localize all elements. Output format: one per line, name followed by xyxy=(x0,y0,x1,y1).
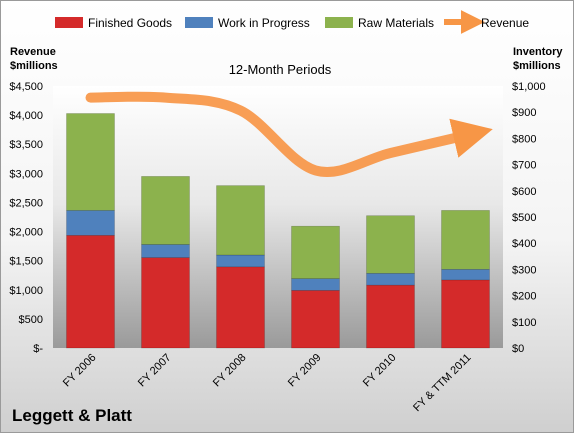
bar-raw-materials xyxy=(366,215,415,274)
left-tick-label: $3,500 xyxy=(9,139,43,151)
right-tick-label: $1,000 xyxy=(512,81,546,93)
legend-label-revenue: Revenue xyxy=(481,16,529,30)
right-axis-title-line2: $millions xyxy=(513,60,561,72)
legend: Finished Goods Work in Progress Raw Mate… xyxy=(55,10,529,34)
bar-raw-materials xyxy=(216,185,265,256)
bar-finished-goods xyxy=(216,266,265,349)
right-tick-label: $100 xyxy=(512,317,536,329)
right-tick-label: $600 xyxy=(512,186,536,198)
legend-swatch-raw-materials xyxy=(325,17,353,28)
left-tick-label: $- xyxy=(33,343,43,355)
bar-finished-goods xyxy=(66,235,115,349)
legend-label-work-in-progress: Work in Progress xyxy=(218,16,310,30)
bar-work-in-progress xyxy=(366,272,415,286)
legend-label-raw-materials: Raw Materials xyxy=(358,16,434,30)
bar-work-in-progress xyxy=(141,244,190,258)
left-axis-title-line1: Revenue xyxy=(10,46,56,58)
bar-layer xyxy=(66,113,490,349)
right-axis-ticks: $0 $100 $200 $300 $400 $500 $600 $700 $800 $900 $1… xyxy=(512,81,546,355)
right-tick-label: $400 xyxy=(512,238,536,250)
bar-raw-materials xyxy=(291,225,340,279)
right-tick-label: $500 xyxy=(512,212,536,224)
left-tick-label: $4,500 xyxy=(9,81,43,93)
left-tick-label: $500 xyxy=(19,314,43,326)
bar-raw-materials xyxy=(441,210,490,270)
revenue-line xyxy=(85,91,493,177)
left-axis-ticks: $- $500 $1,000 $1,500 $2,000 $2,500 $3,000 $3,5… xyxy=(9,81,43,355)
right-tick-label: $300 xyxy=(512,264,536,276)
right-tick-label: $800 xyxy=(512,133,536,145)
left-tick-label: $1,500 xyxy=(9,256,43,268)
bar-raw-materials xyxy=(66,113,115,211)
legend-swatch-work-in-progress xyxy=(185,17,213,28)
revenue-line-layer xyxy=(85,91,493,177)
bar-work-in-progress xyxy=(216,254,265,268)
left-tick-label: $4,000 xyxy=(9,110,43,122)
right-axis-title-line1: Inventory xyxy=(513,46,563,58)
right-tick-label: $200 xyxy=(512,291,536,303)
bar-work-in-progress xyxy=(441,269,490,281)
bar-finished-goods xyxy=(291,290,340,349)
left-tick-label: $2,000 xyxy=(9,227,43,239)
bar-raw-materials xyxy=(141,176,190,245)
chart-subtitle: 12-Month Periods xyxy=(229,62,332,77)
bar-work-in-progress xyxy=(66,210,115,236)
left-tick-label: $2,500 xyxy=(9,197,43,209)
right-tick-label: $700 xyxy=(512,160,536,172)
legend-label-finished-goods: Finished Goods xyxy=(88,16,172,30)
bar-finished-goods xyxy=(441,279,490,349)
right-tick-label: $0 xyxy=(512,343,524,355)
left-axis-title-line2: $millions xyxy=(10,60,58,72)
left-tick-label: $1,000 xyxy=(9,285,43,297)
legend-swatch-finished-goods xyxy=(55,17,83,28)
left-tick-label: $3,000 xyxy=(9,168,43,180)
plot-area xyxy=(53,86,503,348)
right-tick-label: $900 xyxy=(512,107,536,119)
bar-finished-goods xyxy=(141,257,190,349)
bar-work-in-progress xyxy=(291,278,340,291)
bar-finished-goods xyxy=(366,284,415,349)
company-name: Leggett & Platt xyxy=(12,406,132,425)
